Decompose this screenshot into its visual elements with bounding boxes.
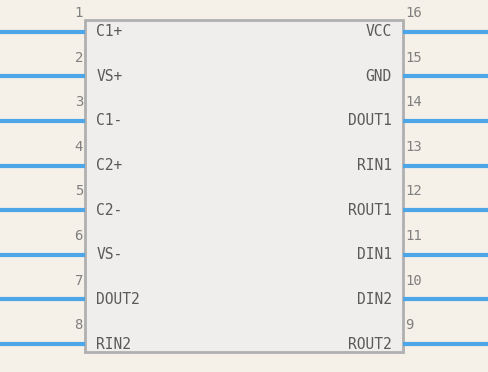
Text: 8: 8 (75, 318, 83, 332)
Text: DIN2: DIN2 (357, 292, 392, 307)
Text: 9: 9 (405, 318, 413, 332)
Text: 4: 4 (75, 140, 83, 154)
Text: 14: 14 (405, 95, 422, 109)
Text: DOUT2: DOUT2 (96, 292, 140, 307)
Text: ROUT1: ROUT1 (348, 203, 392, 218)
Text: VS+: VS+ (96, 69, 122, 84)
Text: RIN1: RIN1 (357, 158, 392, 173)
Text: C1-: C1- (96, 113, 122, 128)
Text: RIN2: RIN2 (96, 337, 131, 352)
Text: 1: 1 (75, 6, 83, 20)
Text: 3: 3 (75, 95, 83, 109)
Text: 2: 2 (75, 51, 83, 64)
Text: 15: 15 (405, 51, 422, 64)
Text: C1+: C1+ (96, 24, 122, 39)
Text: 16: 16 (405, 6, 422, 20)
Text: 13: 13 (405, 140, 422, 154)
Text: 6: 6 (75, 229, 83, 243)
Text: 7: 7 (75, 274, 83, 288)
Text: DOUT1: DOUT1 (348, 113, 392, 128)
Text: C2+: C2+ (96, 158, 122, 173)
Text: VCC: VCC (366, 24, 392, 39)
Text: 5: 5 (75, 185, 83, 198)
Text: ROUT2: ROUT2 (348, 337, 392, 352)
Text: 10: 10 (405, 274, 422, 288)
Text: 12: 12 (405, 185, 422, 198)
Text: 11: 11 (405, 229, 422, 243)
Text: C2-: C2- (96, 203, 122, 218)
Text: DIN1: DIN1 (357, 247, 392, 262)
Bar (85, 20, 403, 352)
Text: GND: GND (366, 69, 392, 84)
Text: VS-: VS- (96, 247, 122, 262)
